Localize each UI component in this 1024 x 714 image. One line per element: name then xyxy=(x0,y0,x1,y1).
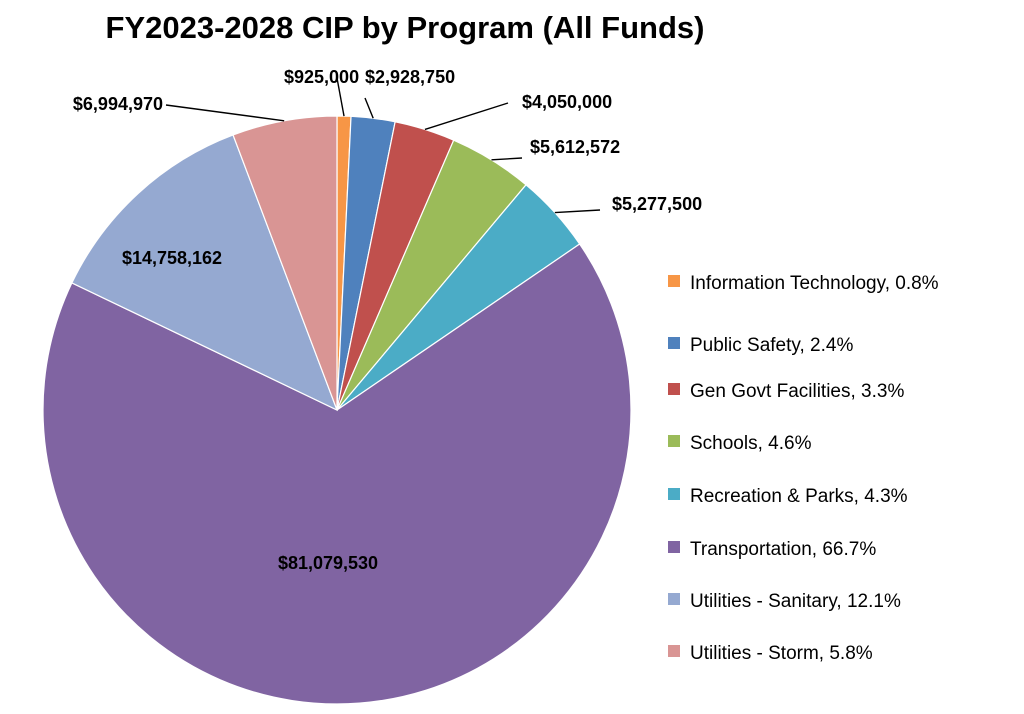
legend-swatch-utilities-sanitary xyxy=(668,593,680,605)
legend-item-gen-govt-facilities: Gen Govt Facilities, 3.3% xyxy=(668,378,968,405)
legend-swatch-schools xyxy=(668,435,680,447)
legend-label-recreation-and-parks: Recreation & Parks, 4.3% xyxy=(690,486,908,507)
legend-item-transportation: Transportation, 66.7% xyxy=(668,536,968,563)
legend-item-utilities-sanitary: Utilities - Sanitary, 12.1% xyxy=(668,588,968,615)
legend-label-gen-govt-facilities: Gen Govt Facilities, 3.3% xyxy=(690,381,905,402)
data-label-gen-govt-facilities: $4,050,000 xyxy=(522,92,612,112)
data-label-utilities-storm: $6,994,970 xyxy=(73,94,163,114)
data-label-information-technology: $925,000 xyxy=(284,67,359,87)
legend-item-utilities-storm: Utilities - Storm, 5.8% xyxy=(668,640,968,667)
data-label-recreation-and-parks: $5,277,500 xyxy=(612,194,702,214)
data-label-transportation: $81,079,530 xyxy=(278,553,378,573)
leader-line-schools xyxy=(491,157,523,161)
legend-label-transportation: Transportation, 66.7% xyxy=(690,539,877,560)
pie-slice-utilities-storm xyxy=(232,115,338,411)
legend-swatch-information-technology xyxy=(668,275,680,287)
legend-item-public-safety: Public Safety, 2.4% xyxy=(668,332,968,359)
legend-swatch-recreation-and-parks xyxy=(668,488,680,500)
legend-swatch-public-safety xyxy=(668,337,680,349)
pie-slice-transportation xyxy=(42,243,632,705)
legend-label-utilities-storm: Utilities - Storm, 5.8% xyxy=(690,643,873,664)
legend-swatch-utilities-storm xyxy=(668,645,680,657)
leader-line-public-safety xyxy=(364,97,374,119)
legend-swatch-gen-govt-facilities xyxy=(668,383,680,395)
data-label-public-safety: $2,928,750 xyxy=(365,67,455,87)
legend-swatch-transportation xyxy=(668,541,680,553)
data-label-schools: $5,612,572 xyxy=(530,137,620,157)
pie-slice-utilities-sanitary xyxy=(71,134,339,412)
legend-label-information-technology: Information Technology, 0.8% xyxy=(690,273,939,294)
legend-label-public-safety: Public Safety, 2.4% xyxy=(690,335,854,356)
legend-item-schools: Schools, 4.6% xyxy=(668,430,968,457)
leader-line-gen-govt-facilities xyxy=(424,102,509,131)
legend-label-utilities-sanitary: Utilities - Sanitary, 12.1% xyxy=(690,591,901,612)
legend-item-recreation-and-parks: Recreation & Parks, 4.3% xyxy=(668,483,968,510)
leader-line-information-technology xyxy=(336,77,345,117)
chart-title: FY2023-2028 CIP by Program (All Funds) xyxy=(105,10,705,45)
legend-label-schools: Schools, 4.6% xyxy=(690,433,812,454)
data-label-utilities-sanitary: $14,758,162 xyxy=(122,248,222,268)
leader-line-recreation-and-parks xyxy=(554,209,601,214)
legend-item-information-technology: Information Technology, 0.8% xyxy=(668,270,968,297)
leader-line-utilities-storm xyxy=(165,104,285,122)
